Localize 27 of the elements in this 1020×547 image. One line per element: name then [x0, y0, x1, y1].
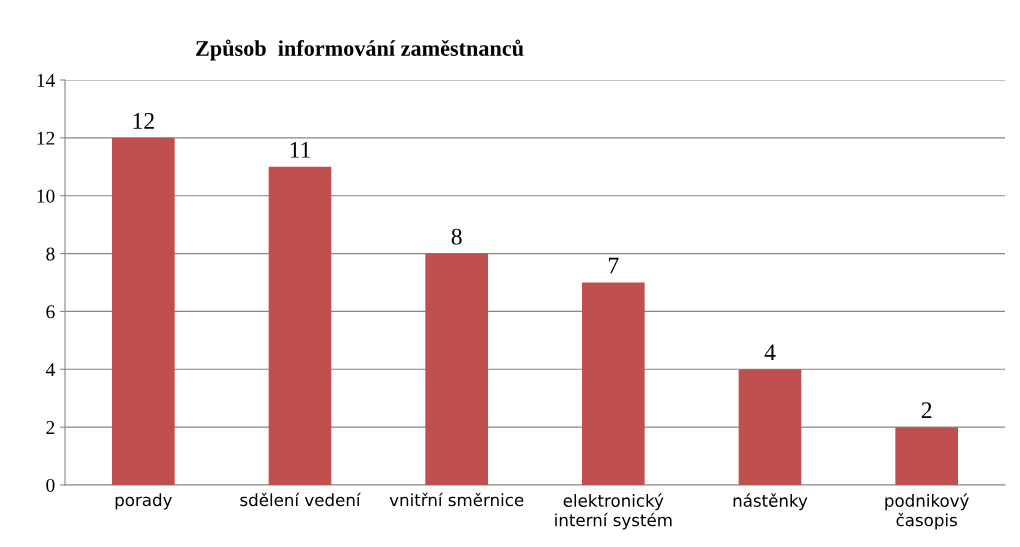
y-tick-label: 10 [37, 189, 55, 203]
y-tick-label: 8 [46, 247, 55, 261]
data-label: 2 [921, 402, 932, 418]
bar [425, 253, 488, 485]
y-tick-label: 2 [46, 421, 55, 434]
x-tick-label: sdělení vedení [240, 492, 361, 507]
y-tick-label: 0 [46, 478, 55, 492]
data-label: 4 [764, 344, 776, 361]
x-tick-label: podnikový časopis [885, 493, 969, 530]
x-tick-label: elektronický interní systém [555, 493, 672, 530]
bar [738, 369, 802, 485]
x-tick-label: nástěnky [733, 493, 808, 511]
y-tick-label: 12 [37, 131, 55, 145]
x-tick-label: porady [115, 493, 172, 510]
y-tick-label: 14 [37, 73, 55, 87]
data-label: 12 [133, 113, 154, 129]
data-label: 11 [290, 142, 310, 158]
chart-title: Způsob informování zaměstnanců [196, 39, 524, 61]
y-tick-label: 6 [46, 305, 55, 319]
bar [112, 137, 175, 485]
bar [895, 427, 958, 485]
data-label: 8 [451, 228, 462, 245]
x-tick-label: vnitřní směrnice [389, 492, 524, 507]
data-label: 7 [608, 257, 619, 274]
bar [582, 282, 645, 485]
y-tick-label: 4 [45, 363, 55, 377]
bar [268, 166, 332, 485]
